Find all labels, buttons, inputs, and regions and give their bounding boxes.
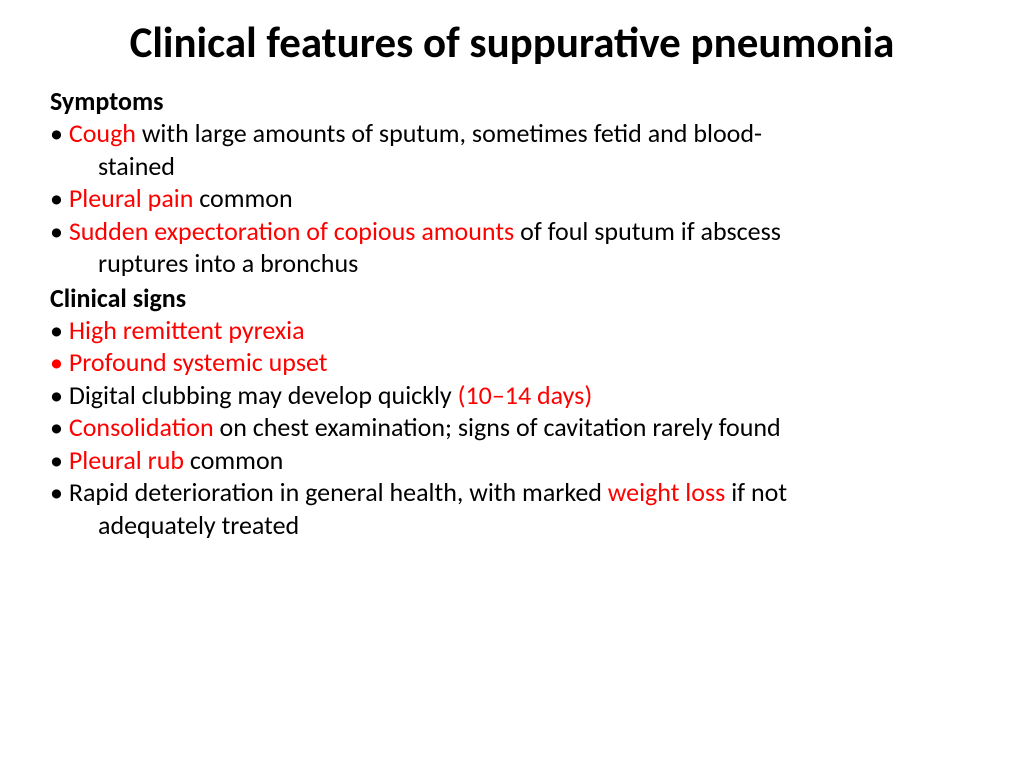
highlight-text: High remittent pyrexia xyxy=(69,314,305,346)
plain-text: • xyxy=(50,215,69,247)
bullet-continuation: ruptures into a bronchus xyxy=(50,247,974,280)
bullet-item: • Pleural rub common xyxy=(50,444,974,477)
plain-text: • xyxy=(50,182,69,214)
slide-container: Clinical features of suppurative pneumon… xyxy=(0,0,1024,768)
section-heading: Symptoms xyxy=(50,85,974,117)
highlight-text: Pleural rub xyxy=(69,444,190,476)
plain-text: • xyxy=(50,117,69,149)
highlight-text: Cough xyxy=(69,117,142,149)
plain-text: if not xyxy=(731,476,787,508)
plain-text: • Digital clubbing may develop quickly xyxy=(50,379,458,411)
bullet-item: • Consolidation on chest examination; si… xyxy=(50,411,974,444)
bullet-item: • Sudden expectoration of copious amount… xyxy=(50,215,974,280)
plain-text: common xyxy=(199,182,292,214)
plain-text: • xyxy=(50,444,69,476)
bullet-item: • Cough with large amounts of sputum, so… xyxy=(50,117,974,182)
plain-text: • Rapid deterioration in general health,… xyxy=(50,476,608,508)
plain-text: • xyxy=(50,314,69,346)
plain-text: common xyxy=(190,444,283,476)
plain-text: with large amounts of sputum, sometimes … xyxy=(142,117,762,149)
bullet-item: • High remittent pyrexia xyxy=(50,314,974,347)
plain-text: of foul sputum if abscess xyxy=(520,215,781,247)
bullet-item: • Digital clubbing may develop quickly (… xyxy=(50,379,974,412)
bullet-item: • Profound systemic upset xyxy=(50,346,974,379)
plain-text: on chest examination; signs of cavitatio… xyxy=(219,411,780,443)
bullet-continuation: stained xyxy=(50,150,974,183)
plain-text: • xyxy=(50,411,69,443)
highlight-text: (10–14 days) xyxy=(458,379,593,411)
highlight-text: • Profound systemic upset xyxy=(50,346,328,378)
highlight-text: Sudden expectoration of copious amounts xyxy=(69,215,520,247)
slide-body: Symptoms• Cough with large amounts of sp… xyxy=(50,85,974,541)
bullet-item: • Pleural pain common xyxy=(50,182,974,215)
bullet-continuation: adequately treated xyxy=(50,509,974,542)
highlight-text: Pleural pain xyxy=(69,182,199,214)
highlight-text: weight loss xyxy=(608,476,731,508)
bullet-item: • Rapid deterioration in general health,… xyxy=(50,476,974,541)
section-heading: Clinical signs xyxy=(50,282,974,314)
slide-title: Clinical features of suppurative pneumon… xyxy=(50,18,974,67)
highlight-text: Consolidation xyxy=(69,411,220,443)
